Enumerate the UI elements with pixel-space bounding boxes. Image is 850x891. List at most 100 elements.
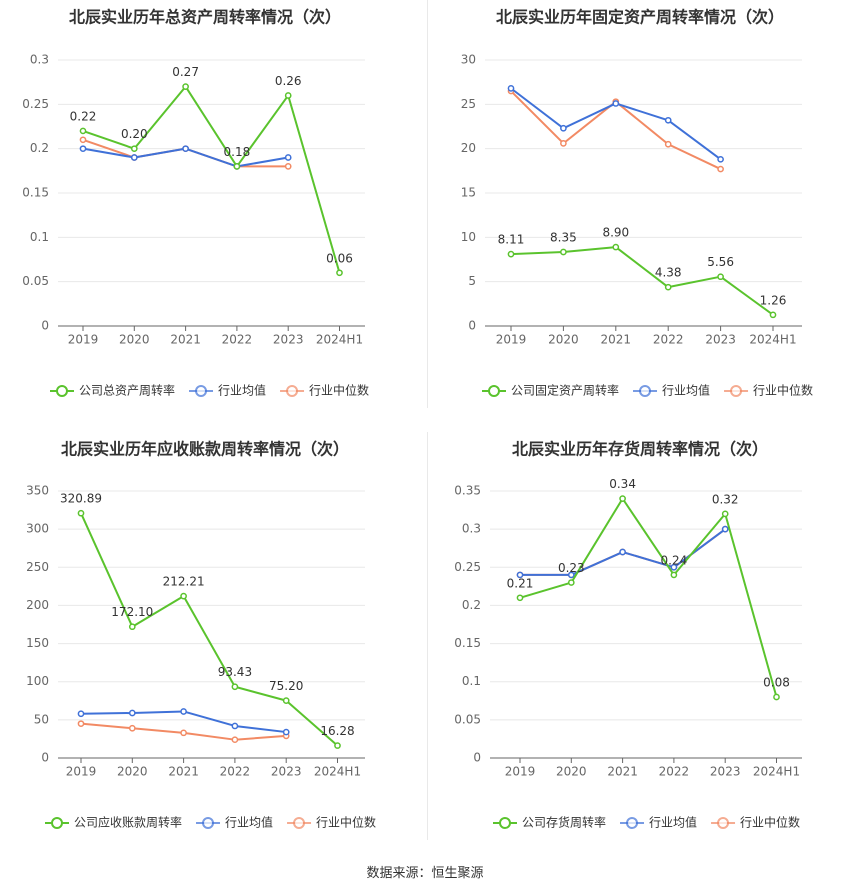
y-tick-label: 0.15 bbox=[454, 636, 481, 650]
legend-label: 行业均值 bbox=[662, 383, 710, 398]
data-point-company bbox=[664, 283, 672, 291]
data-label: 0.23 bbox=[558, 561, 585, 575]
data-point-median bbox=[180, 729, 187, 737]
data-point-avg bbox=[282, 728, 290, 736]
legend-marker bbox=[730, 385, 743, 397]
y-tick-label: 30 bbox=[461, 53, 476, 67]
chart-panel-4: 北辰实业历年存货周转率情况（次） 0 0.05 0.1 0.15 0.2 0.25 0.3 0.… bbox=[454, 440, 802, 830]
data-label: 320.89 bbox=[60, 492, 102, 506]
x-tick-label: 2023 bbox=[705, 333, 736, 347]
chart-title: 北辰实业历年总资产周转率情况（次） bbox=[69, 8, 341, 27]
legend-marker bbox=[717, 817, 730, 829]
y-tick-label: 250 bbox=[26, 560, 49, 574]
legend-label: 行业中位数 bbox=[740, 815, 800, 830]
data-point-avg bbox=[128, 709, 136, 717]
data-point-avg bbox=[130, 154, 138, 161]
data-point-avg bbox=[670, 563, 678, 571]
data-point-company bbox=[769, 311, 777, 319]
legend-item-median: 行业中位数 bbox=[287, 815, 376, 830]
data-point-avg bbox=[721, 525, 729, 533]
data-label: 0.18 bbox=[224, 145, 251, 159]
data-point-avg bbox=[619, 548, 626, 556]
data-point-company bbox=[77, 509, 85, 517]
data-point-company bbox=[182, 83, 189, 90]
data-point-avg bbox=[560, 124, 567, 132]
data-point-company bbox=[560, 248, 567, 256]
y-tick-label: 0.3 bbox=[30, 53, 49, 67]
vertical-divider-bottom bbox=[427, 432, 428, 840]
x-tick-label: 2020 bbox=[119, 333, 150, 347]
series-line-company bbox=[519, 497, 778, 698]
legend-label: 行业中位数 bbox=[309, 383, 369, 398]
chart-panel-3: 北辰实业历年应收账款周转率情况（次） 0 50 100 150 200 250 300 350 2… bbox=[26, 440, 376, 830]
data-label: 0.24 bbox=[661, 553, 688, 567]
data-point-avg bbox=[180, 708, 187, 715]
data-label: 0.21 bbox=[507, 576, 534, 590]
legend-marker bbox=[293, 817, 306, 829]
data-point-avg bbox=[77, 710, 85, 718]
y-tick-label: 0 bbox=[468, 319, 476, 333]
data-label: 16.28 bbox=[320, 724, 354, 738]
data-point-company bbox=[516, 594, 524, 602]
data-label: 5.56 bbox=[707, 255, 734, 269]
x-tick-label: 2023 bbox=[271, 765, 302, 779]
legend-marker bbox=[499, 817, 511, 829]
chart-title: 北辰实业历年固定资产周转率情况（次） bbox=[496, 8, 784, 27]
x-tick-label: 2023 bbox=[273, 333, 304, 347]
data-point-company bbox=[180, 592, 187, 600]
legend-item-median: 行业中位数 bbox=[280, 383, 369, 398]
data-point-median bbox=[284, 163, 292, 170]
x-tick-label: 2021 bbox=[607, 765, 638, 779]
series-line-company bbox=[80, 512, 339, 747]
y-tick-label: 0 bbox=[473, 751, 481, 765]
x-tick-label: 2019 bbox=[496, 333, 527, 347]
data-label: 0.32 bbox=[712, 492, 739, 506]
y-tick-label: 0.2 bbox=[30, 141, 49, 155]
y-tick-label: 0.35 bbox=[454, 484, 481, 498]
x-tick-label: 2024H1 bbox=[749, 333, 796, 347]
legend-item-median: 行业中位数 bbox=[711, 815, 800, 830]
data-label: 1.26 bbox=[760, 293, 787, 307]
data-label: 4.38 bbox=[655, 266, 682, 280]
y-tick-label: 350 bbox=[26, 484, 49, 498]
x-tick-label: 2024H1 bbox=[753, 765, 800, 779]
data-label: 75.20 bbox=[269, 679, 303, 693]
y-tick-label: 0.15 bbox=[22, 186, 49, 200]
data-point-company bbox=[619, 495, 626, 502]
data-point-avg bbox=[567, 571, 575, 579]
chart-title: 北辰实业历年存货周转率情况（次） bbox=[512, 440, 768, 459]
y-tick-label: 0.05 bbox=[454, 712, 481, 726]
data-point-avg bbox=[284, 154, 292, 161]
y-tick-label: 0.25 bbox=[22, 97, 49, 111]
y-tick-label: 0.1 bbox=[30, 230, 49, 244]
legend-marker bbox=[51, 817, 63, 829]
legend-item-company: 公司存货周转率 bbox=[493, 815, 606, 830]
legend-marker bbox=[488, 385, 500, 397]
data-label: 8.11 bbox=[498, 233, 525, 247]
data-point-company bbox=[130, 145, 138, 153]
y-tick-label: 0.1 bbox=[462, 674, 481, 688]
x-tick-label: 2024H1 bbox=[316, 333, 363, 347]
data-point-company bbox=[612, 243, 620, 251]
data-point-avg bbox=[79, 145, 87, 153]
data-point-avg bbox=[182, 145, 189, 153]
data-point-company bbox=[233, 163, 241, 170]
y-tick-label: 0 bbox=[41, 319, 49, 333]
x-tick-label: 2022 bbox=[222, 333, 253, 347]
vertical-divider-top bbox=[427, 0, 428, 408]
legend-marker bbox=[202, 817, 215, 829]
y-tick-label: 0.05 bbox=[22, 274, 49, 288]
y-tick-label: 200 bbox=[26, 598, 49, 612]
data-point-company bbox=[334, 742, 341, 749]
data-point-avg bbox=[664, 116, 672, 124]
x-tick-label: 2020 bbox=[117, 765, 148, 779]
x-tick-label: 2020 bbox=[556, 765, 587, 779]
chart-title: 北辰实业历年应收账款周转率情况（次） bbox=[61, 440, 349, 459]
x-tick-label: 2022 bbox=[653, 333, 684, 347]
data-point-company bbox=[717, 273, 724, 281]
y-tick-label: 300 bbox=[26, 522, 49, 536]
data-point-avg bbox=[231, 722, 239, 730]
data-point-company bbox=[507, 250, 515, 258]
legend-marker bbox=[286, 385, 299, 397]
